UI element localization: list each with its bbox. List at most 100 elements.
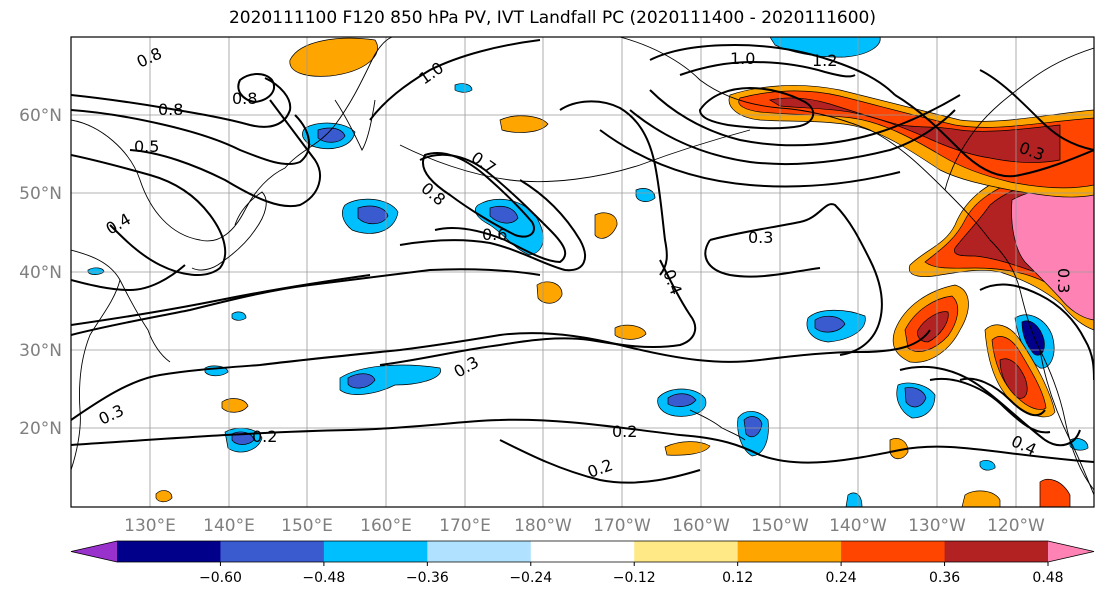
contour-0-8-west [71,77,292,128]
shade-dkred-gulf-alaska [769,97,1061,163]
contour-0-4 [379,259,697,366]
shade-orange-145w-20n [889,438,909,460]
contour-1-0-north [369,39,541,121]
shade-blue-small-1 [87,267,105,275]
coast-canada-inner [944,47,1094,191]
contour-0-7-alaska [649,89,961,147]
contour-label: 0.3 [748,228,773,247]
lat-label: 60°N [19,106,62,126]
colorbar-segment [220,541,325,562]
lat-label: 40°N [19,263,62,283]
shade-dkred-130w-25n [999,358,1028,399]
contour-0-3-west [71,274,371,326]
shade-orange-170w-north [499,115,549,133]
contour-0-3-ne [894,94,1094,178]
lat-label: 50°N [19,184,62,204]
colorbar-segment [737,541,842,562]
contour-1-2-alaska [679,60,856,78]
lon-label: 150°E [281,516,333,536]
colorbar-tick-label: −0.24 [509,570,552,586]
lon-label: 140°W [829,516,887,536]
contour-0-3-lobe [704,203,883,356]
contour-1-4-alaska [698,86,815,130]
shade-blue-small-3 [635,188,656,202]
colorbar-segment [944,541,1049,562]
shade-dkblue-175e [489,205,519,224]
lon-label: 170°E [439,516,491,536]
pv-contours [71,39,1094,484]
contour-0-5-east [929,378,1051,434]
contour-0-5-west [71,154,227,276]
lon-label: 150°W [751,516,809,536]
contour-label: 0.2 [612,422,637,441]
coast-aleutians [399,129,751,183]
contour-0-6-east [959,377,1046,417]
shade-dkblue-155w [743,416,763,438]
contour-0-4-east [979,283,1094,381]
lon-label: 160°W [672,516,730,536]
coast-japan [191,191,267,271]
map-title: 2020111100 F120 850 hPa PV, IVT Landfall… [228,8,876,28]
colorbar-outline [70,540,1095,563]
contour-label: 0.8 [158,100,183,119]
lon-label: 130°W [908,516,966,536]
contour-0-8-loop [237,73,275,104]
colorbar-segment [323,541,428,562]
shade-dkblue-140w-25n [904,387,927,408]
contour-0-3-ne2 [979,69,1094,151]
lon-label: 130°E [124,516,176,536]
shade-dkblue-155e [347,373,376,389]
lon-label: 180°W [514,516,572,536]
contour-label: 0.2 [252,427,277,446]
contour-0-4-east2 [899,366,1081,447]
shade-blue-small-6 [979,460,996,471]
contour-0-8-central [422,152,535,238]
shade-blue-small-2 [454,83,473,93]
contour-0-7-central [419,153,567,264]
coast-korea-china [71,249,171,471]
colorbar-extend-high [1048,541,1094,562]
coast-mexico [1039,349,1094,496]
coastlines [71,37,1094,496]
shade-orange-168w [614,324,647,340]
contour-0-6-central [399,179,586,272]
contour-0-3-large [71,329,931,421]
contour-label: 0.6 [482,225,507,244]
contour-0-2-south2 [499,439,701,484]
contour-0-4-west [71,264,541,336]
shade-orange-165w [594,212,618,239]
colorbar-segment [841,541,946,562]
contour-0-6-west [129,99,321,208]
colorbar-tick-label: −0.48 [302,570,345,586]
lat-labels: 60°N 50°N 40°N 30°N 20°N [19,106,62,439]
shade-blue-small-4 [231,311,247,321]
colorbar-tick-label: 0.12 [722,570,753,586]
shade-orange-145e [221,398,249,413]
plot-frame [70,36,1095,508]
contour-0-2-south [71,418,1094,464]
shade-orange-137e [155,490,173,503]
colorbar-segment [530,541,635,562]
contour-label: 0.8 [232,89,257,108]
shade-dkblue-150w-30n [814,315,846,333]
lon-label: 120°W [987,516,1045,536]
shaded-anomalies [87,37,1094,507]
shade-dkblue-160e [357,205,389,225]
lon-labels: 130°E 140°E 150°E 160°E 170°E 180°W 170°… [124,516,1045,536]
colorbar-segment [117,541,221,562]
contour-label: 1.0 [730,49,755,68]
contour-0-5-alaska [599,129,901,188]
coast-alaska [619,37,1094,491]
shade-orange-135w-10n [961,490,1001,507]
lon-label: 160°E [360,516,412,536]
contour-label: 1.2 [812,51,837,70]
colorbar: −0.60 −0.48 −0.36 −0.24 −0.12 0.12 0.24 0.36 0.4… [70,540,1095,586]
contour-0-7-west [71,109,310,166]
lon-label: 140°E [203,516,255,536]
colorbar-tick-label: 0.24 [826,570,857,586]
colorbar-segment [634,541,739,562]
contour-1-0-alaska [649,43,896,96]
colorbar-extend-low [71,541,117,562]
colorbar-segment [427,541,532,562]
